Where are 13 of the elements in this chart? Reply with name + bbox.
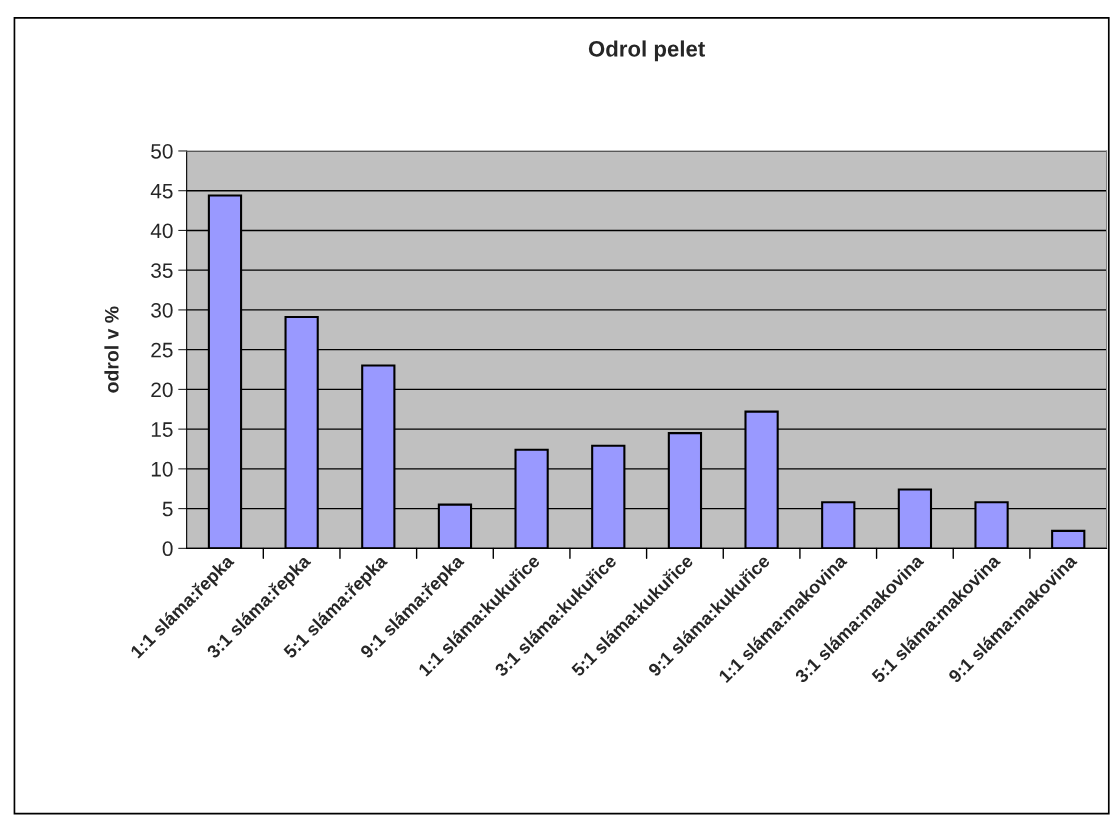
y-tick-label: 40	[150, 223, 173, 239]
y-tick-label: 25	[151, 342, 173, 358]
y-axis-title: odrol v %	[104, 306, 119, 393]
y-tick-label: 5	[162, 501, 173, 517]
y-tick-label: 35	[151, 263, 173, 278]
y-tick-label: 20	[151, 382, 173, 398]
y-tick-label: 30	[151, 302, 173, 318]
chart-title: Odrol pelet	[588, 40, 705, 62]
y-tick-label: 10	[151, 461, 173, 477]
y-tick-label: 45	[150, 183, 173, 199]
y-tick-label: 0	[162, 541, 173, 557]
y-tick-label: 50	[151, 143, 173, 159]
y-tick-label: 15	[151, 422, 173, 437]
